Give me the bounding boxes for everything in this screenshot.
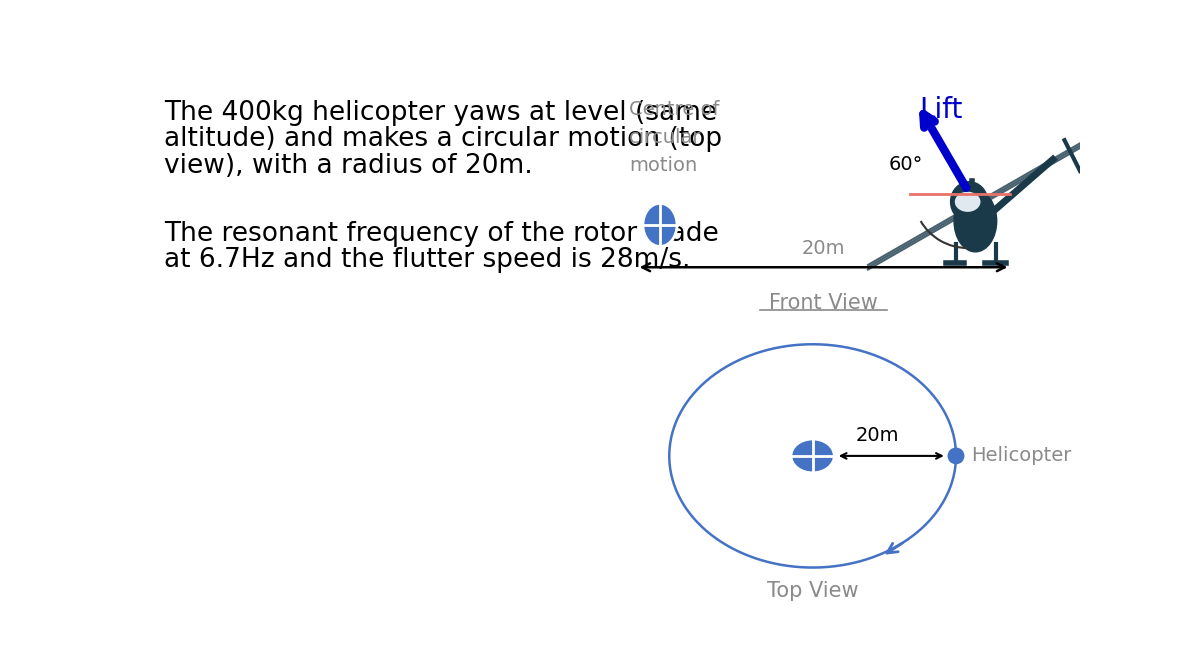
Text: Front View: Front View <box>769 293 878 312</box>
Text: Lift: Lift <box>919 96 962 124</box>
Text: 20m: 20m <box>802 239 845 258</box>
Text: Centre of
circular
motion: Centre of circular motion <box>629 100 720 175</box>
Text: The 400kg helicopter yaws at level (same: The 400kg helicopter yaws at level (same <box>164 100 718 126</box>
Ellipse shape <box>791 439 834 473</box>
Ellipse shape <box>954 190 997 252</box>
Text: Helicopter: Helicopter <box>972 447 1072 466</box>
Text: 60°: 60° <box>888 155 923 174</box>
Ellipse shape <box>950 182 988 222</box>
Text: altitude) and makes a circular motion (top: altitude) and makes a circular motion (t… <box>164 126 722 153</box>
Text: The resonant frequency of the rotor blade: The resonant frequency of the rotor blad… <box>164 221 719 247</box>
Text: at 6.7Hz and the flutter speed is 28m/s.: at 6.7Hz and the flutter speed is 28m/s. <box>164 247 690 273</box>
Text: Top View: Top View <box>767 582 858 601</box>
Text: 20m: 20m <box>856 426 899 445</box>
Ellipse shape <box>954 191 982 213</box>
Circle shape <box>948 448 964 464</box>
Ellipse shape <box>643 203 677 246</box>
Text: view), with a radius of 20m.: view), with a radius of 20m. <box>164 153 533 179</box>
